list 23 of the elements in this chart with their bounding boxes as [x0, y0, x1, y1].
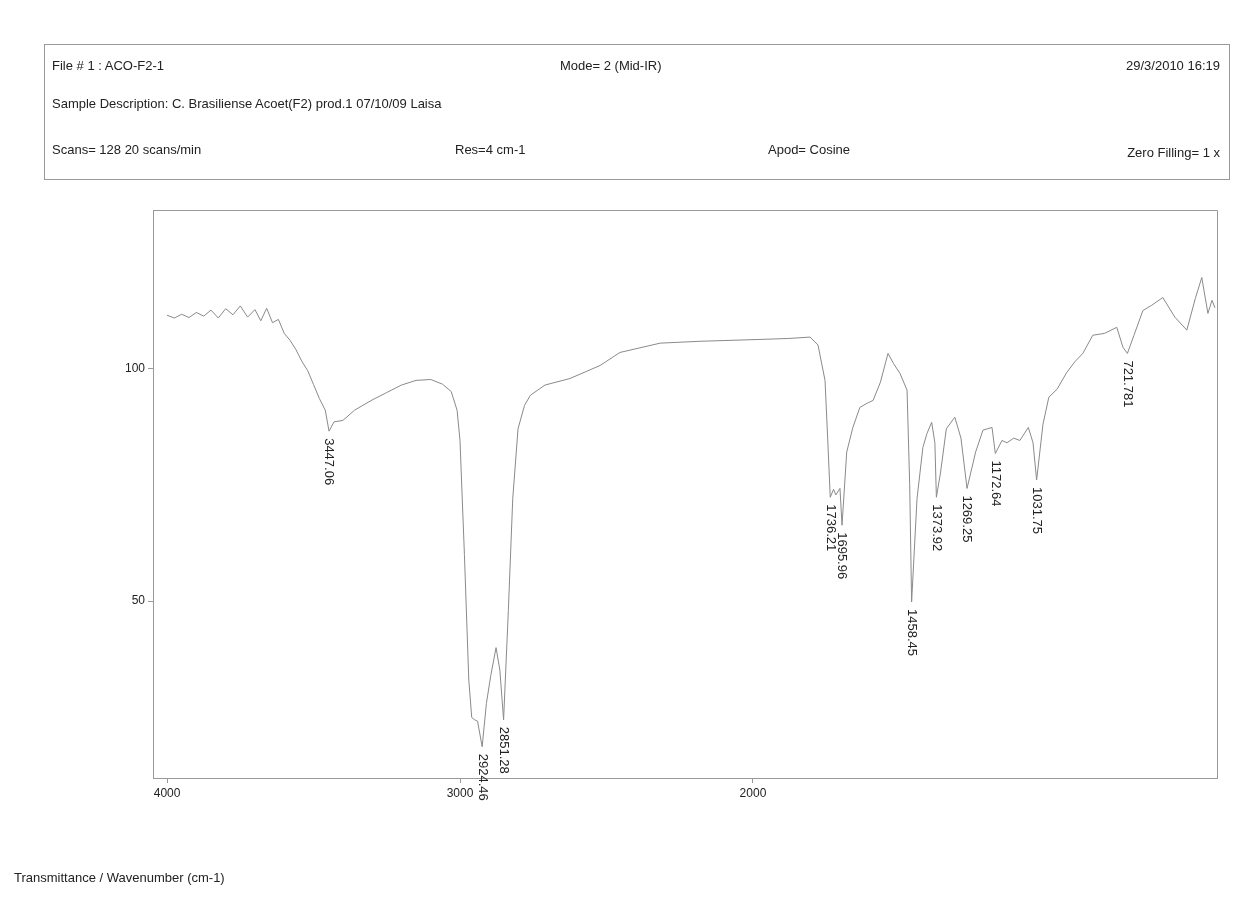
text: Sample Description: C. Brasiliense Acoet(F2) prod.1 07/10/09 Laisa — [52, 96, 442, 112]
annotation: 3447.06 — [322, 438, 338, 486]
text: Transmittance / Wavenumber (cm-1) — [14, 870, 225, 886]
text: Scans= 128 20 scans/min — [52, 142, 202, 158]
annotation: 1172.64 — [988, 460, 1004, 507]
x-tick-label: 4000 — [153, 785, 181, 800]
y-tick-label: 50 — [131, 593, 146, 608]
annotation: 721.781 — [1120, 360, 1136, 408]
x-tick-label: 3000 — [446, 785, 474, 800]
y-tick-label: 100 — [124, 360, 146, 375]
annotation: 1269.25 — [960, 495, 976, 543]
text: 29/3/2010 16:19 — [1126, 58, 1220, 74]
text: Zero Filling= 1 x — [1127, 145, 1220, 161]
annotation: 2924.46 — [475, 753, 491, 801]
text: Apod= Cosine — [768, 142, 851, 158]
annotation: 1458.45 — [905, 609, 921, 657]
text: File # 1 : ACO-F2-1 — [52, 58, 164, 74]
x-tick-label: 2000 — [739, 785, 767, 800]
annotation: 2851.28 — [497, 726, 512, 774]
text: Res=4 cm-1 — [455, 142, 526, 158]
annotation: 1373.92 — [929, 504, 945, 552]
text: Mode= 2 (Mid-IR) — [560, 58, 662, 74]
annotation: 1031.75 — [1030, 487, 1046, 535]
